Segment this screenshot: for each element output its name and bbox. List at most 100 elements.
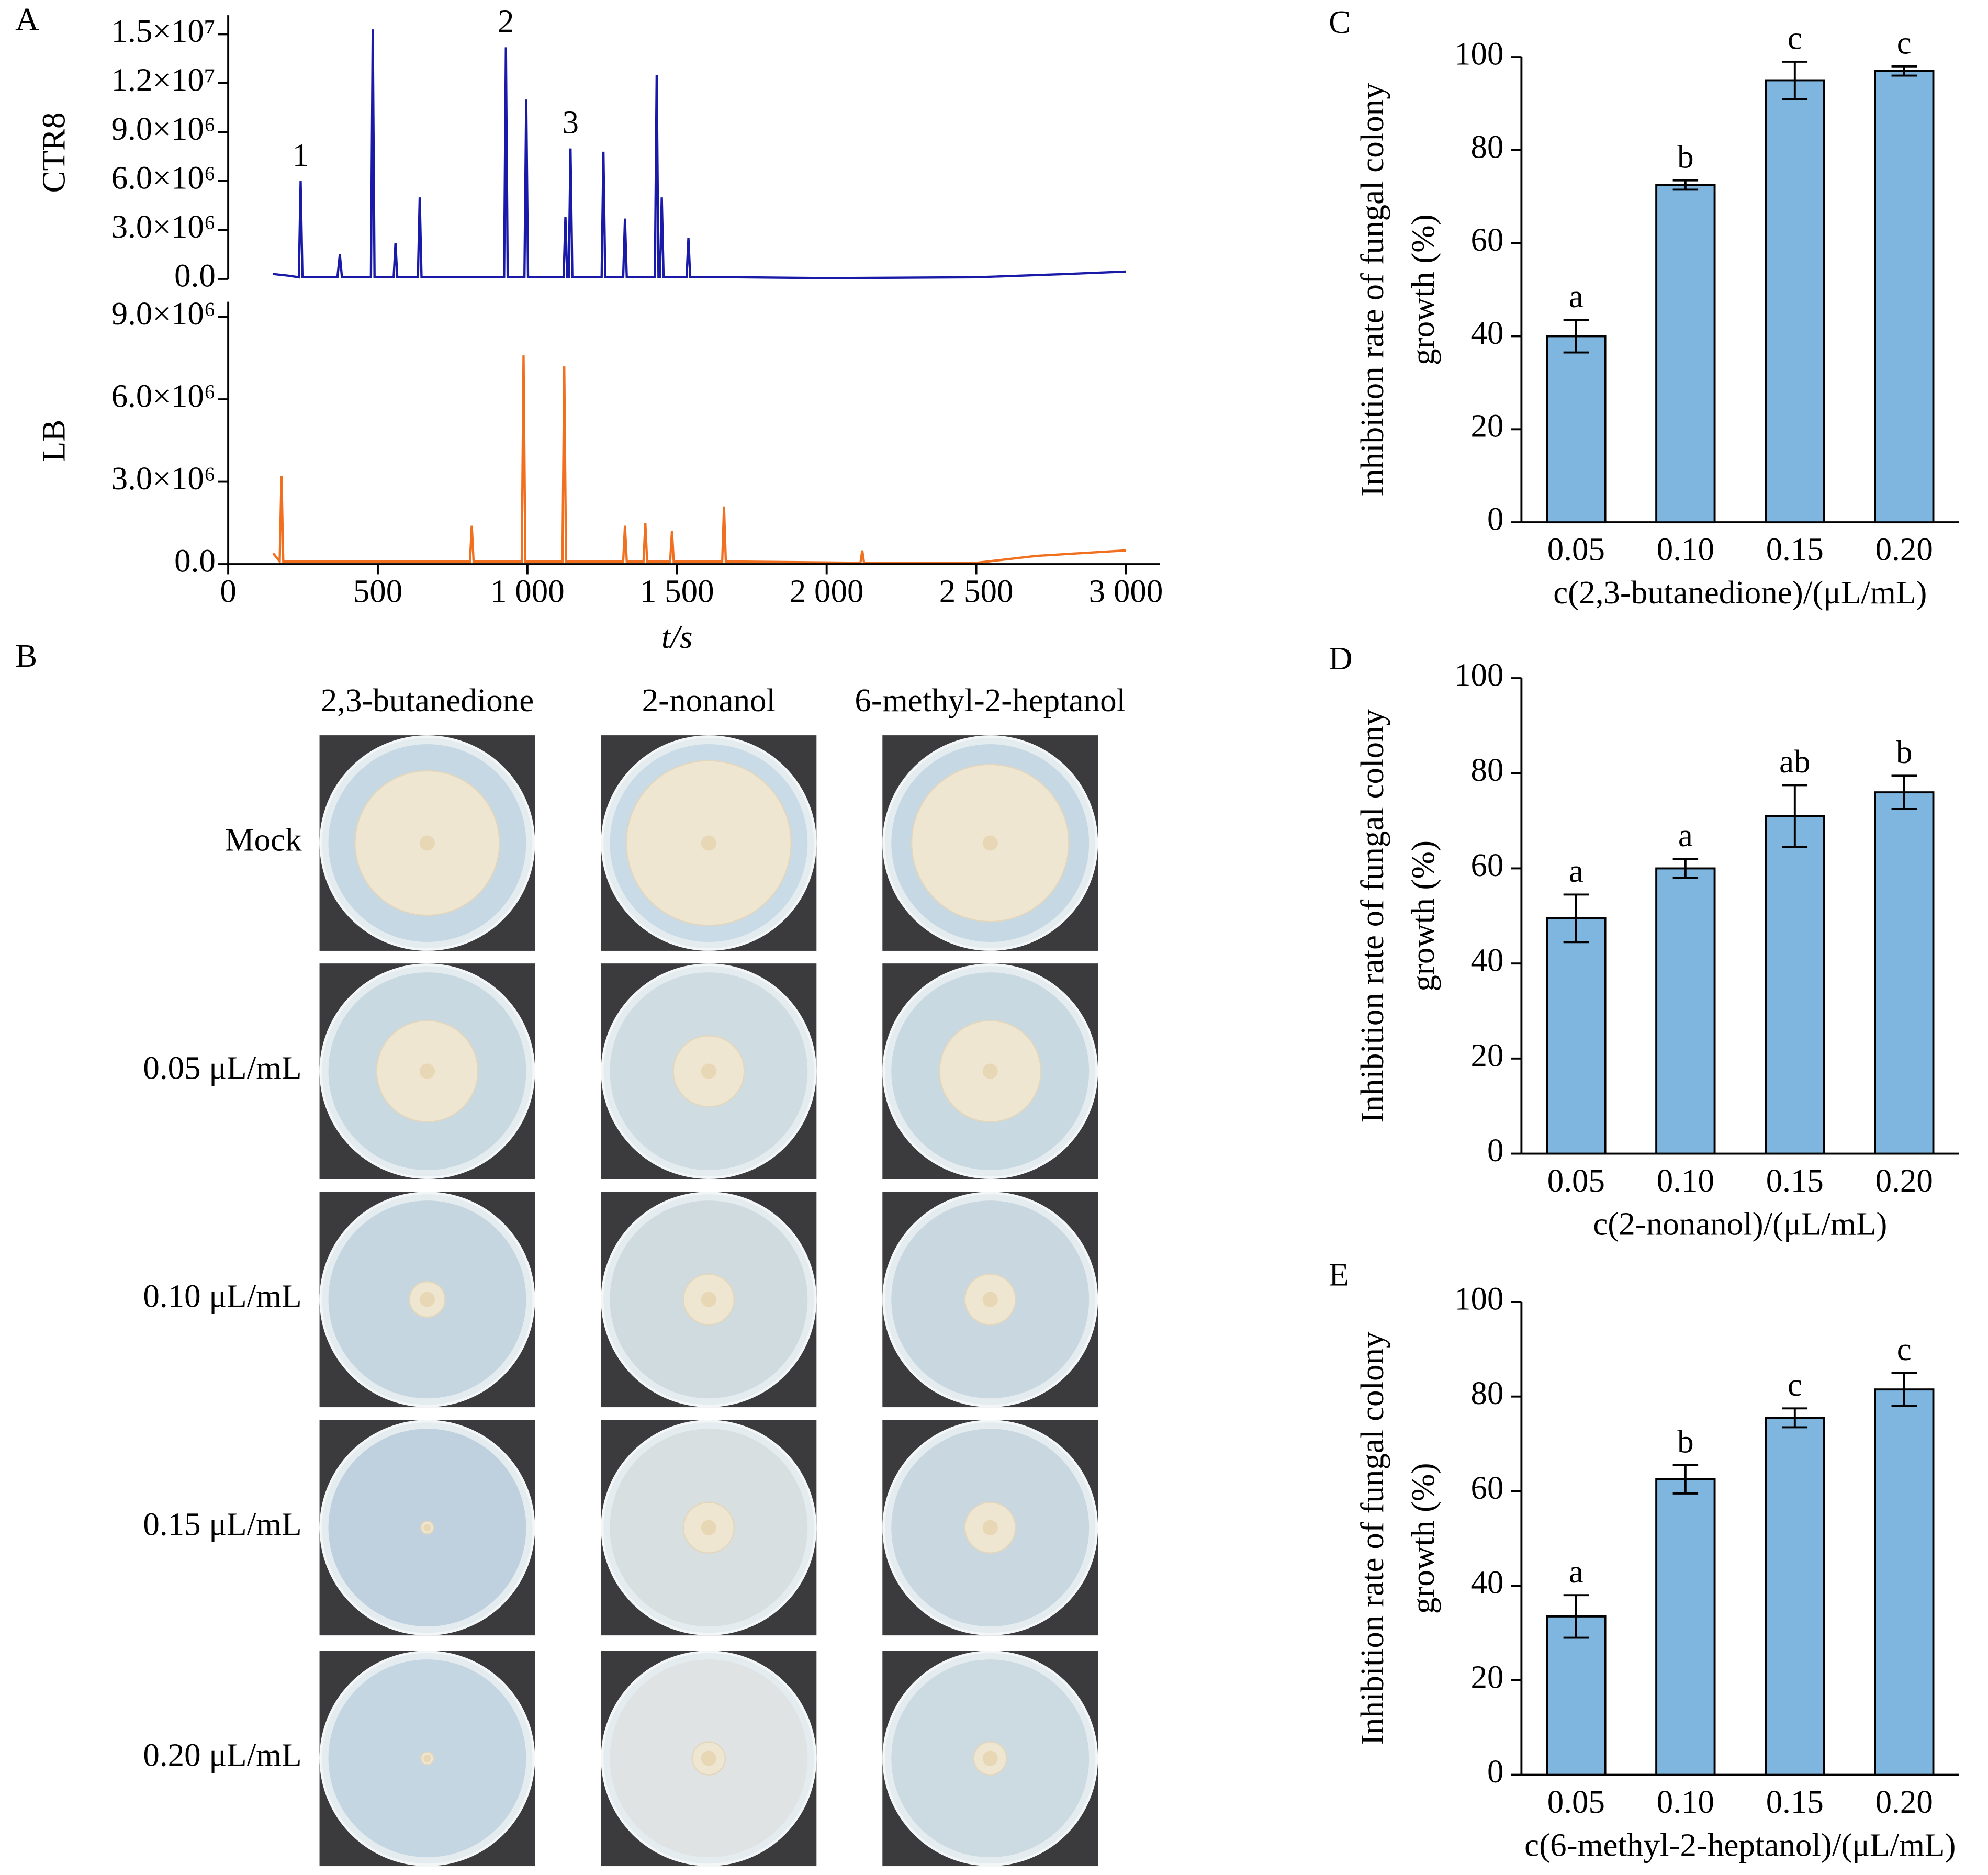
y-tick-label: 100 (1454, 657, 1503, 693)
error-bar (1563, 893, 1589, 944)
x-tick-label: 0.20 (1875, 531, 1933, 568)
y-axis-label: growth (%) (1405, 840, 1441, 992)
y-tick-label: 60 (1470, 221, 1503, 258)
petri-photo (319, 1420, 535, 1636)
error-bar (1563, 319, 1589, 354)
panel-label: A (15, 1, 39, 38)
error-bar (1891, 1372, 1917, 1407)
bar (1655, 1478, 1716, 1776)
bar (1874, 791, 1935, 1155)
x-tick-label: 0.05 (1547, 1783, 1605, 1820)
y-tick-label: 0 (1487, 1753, 1504, 1790)
x-axis-label: c(2,3-butanedione)/(μL/mL) (1553, 574, 1927, 611)
significance-letter: c (1897, 24, 1912, 61)
error-bar (1672, 858, 1699, 879)
petri-photo (882, 735, 1098, 951)
panel-label: C (1329, 4, 1351, 40)
y-axis-label: CTR8 (35, 112, 72, 193)
y-tick-label: 9.0×10⁶ (111, 110, 216, 147)
x-tick-label: 1 000 (490, 573, 565, 610)
petri-photo (882, 1192, 1098, 1408)
y-tick-label: 0 (1487, 1132, 1504, 1169)
y-tick-label: 9.0×10⁶ (111, 295, 216, 332)
bar (1765, 815, 1825, 1155)
significance-letter: a (1569, 852, 1583, 889)
petri-photo (319, 1192, 535, 1408)
x-tick-label: 500 (353, 573, 402, 610)
chromatogram-line (272, 355, 1126, 565)
x-tick-label: 0.05 (1547, 1162, 1605, 1199)
y-axis-label: LB (35, 420, 72, 462)
error-bar (1563, 1594, 1589, 1639)
x-tick-label: 2 500 (939, 573, 1014, 610)
colony-center (419, 1292, 435, 1307)
petri-photo (601, 1651, 817, 1867)
x-tick-label: 0.20 (1875, 1783, 1933, 1820)
significance-letter: a (1569, 278, 1583, 315)
colony-center (419, 1063, 435, 1079)
error-bar (1782, 60, 1808, 100)
column-header: 6-methyl-2-heptanol (855, 682, 1126, 718)
y-tick-label: 100 (1454, 35, 1503, 72)
petri-photo (601, 1192, 817, 1408)
y-tick-label: 0.0 (174, 257, 216, 294)
significance-letter: b (1677, 138, 1694, 175)
petri-photo (319, 963, 535, 1180)
peak-label: 3 (562, 104, 579, 140)
y-tick-label: 20 (1470, 1658, 1503, 1695)
y-axis-label: growth (%) (1405, 214, 1441, 365)
petri-photo (601, 1420, 817, 1636)
petri-photo (319, 735, 535, 951)
peak-label: 2 (498, 3, 514, 39)
x-tick-label: 3 000 (1089, 573, 1163, 610)
y-tick-label: 40 (1470, 1564, 1503, 1601)
column-header: 2,3-butanedione (321, 682, 534, 718)
bar (1655, 184, 1716, 524)
y-tick-label: 60 (1470, 1469, 1503, 1506)
x-axis-label: t/s (661, 619, 693, 655)
x-tick-label: 0 (220, 573, 237, 610)
error-bar (1891, 774, 1917, 810)
y-axis-label: Inhibition rate of fungal colony (1354, 83, 1390, 497)
panel-label: D (1329, 640, 1353, 677)
colony-center (982, 1292, 998, 1307)
x-axis-label: c(6-methyl-2-heptanol)/(μL/mL) (1524, 1827, 1956, 1863)
significance-letter: a (1678, 817, 1693, 854)
colony-center (423, 1754, 431, 1762)
column-header: 2-nonanol (642, 682, 776, 718)
x-axis-label: c(2-nonanol)/(μL/mL) (1593, 1206, 1887, 1242)
bar (1655, 867, 1716, 1155)
y-tick-label: 3.0×10⁶ (111, 460, 216, 497)
x-tick-label: 1 500 (640, 573, 714, 610)
y-tick-label: 100 (1454, 1280, 1503, 1317)
panel-label: E (1329, 1256, 1349, 1293)
colony-center (982, 1063, 998, 1079)
colony-center (423, 1523, 431, 1532)
bar (1765, 79, 1825, 524)
y-axis-label: Inhibition rate of fungal colony (1354, 709, 1390, 1123)
y-tick-label: 0 (1487, 501, 1504, 537)
y-tick-label: 80 (1470, 1375, 1503, 1411)
bar (1546, 1615, 1607, 1776)
error-bar (1672, 179, 1699, 191)
peak-label: 1 (293, 137, 309, 173)
x-tick-label: 0.20 (1875, 1162, 1933, 1199)
chromatogram-line (273, 29, 1126, 279)
bar (1874, 70, 1935, 524)
petri-photo (882, 1651, 1098, 1867)
y-tick-label: 20 (1470, 408, 1503, 444)
bar (1874, 1388, 1935, 1776)
y-tick-label: 40 (1470, 942, 1503, 979)
significance-letter: ab (1779, 743, 1810, 780)
colony-center (701, 1750, 716, 1766)
significance-letter: a (1569, 1553, 1583, 1590)
colony-center (701, 835, 716, 851)
petri-photo (882, 963, 1098, 1180)
bar (1546, 917, 1607, 1155)
y-tick-label: 60 (1470, 847, 1503, 883)
y-tick-label: 40 (1470, 315, 1503, 351)
row-label: 0.20 μL/mL (143, 1737, 301, 1773)
significance-letter: c (1788, 20, 1802, 57)
